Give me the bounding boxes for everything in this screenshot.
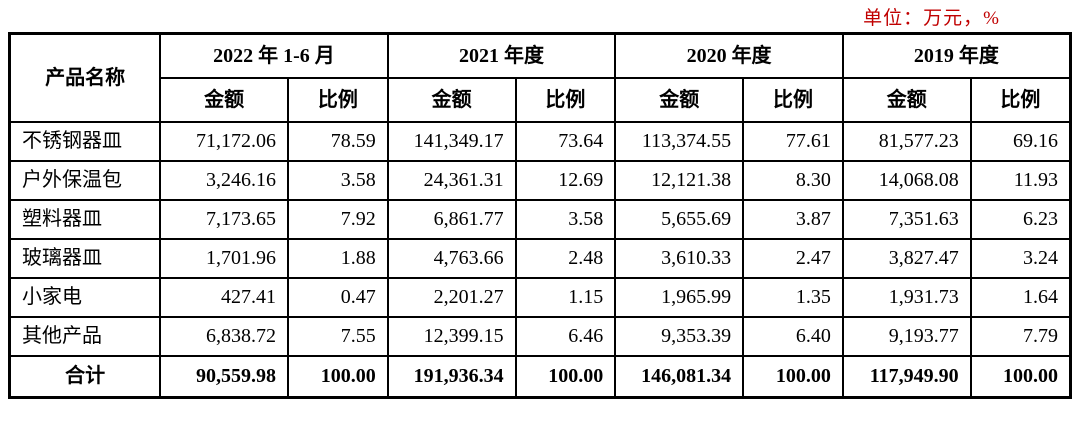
table-row: 其他产品 6,838.72 7.55 12,399.15 6.46 9,353.… (8, 315, 1072, 357)
column-header-amount: 金额 (159, 76, 289, 123)
product-name-cell: 其他产品 (8, 315, 162, 357)
ratio-cell: 1.88 (287, 237, 389, 279)
ratio-cell: 1.35 (742, 276, 844, 318)
ratio-cell: 12.69 (514, 159, 617, 201)
ratio-cell: 3.58 (514, 198, 617, 240)
column-header-amount: 金额 (614, 76, 745, 123)
ratio-cell: 3.24 (969, 237, 1072, 279)
amount-cell: 141,349.17 (386, 120, 517, 162)
ratio-cell: 100.00 (514, 354, 617, 399)
amount-cell: 6,861.77 (386, 198, 517, 240)
amount-cell: 5,655.69 (614, 198, 745, 240)
ratio-cell: 6.46 (514, 315, 617, 357)
ratio-cell: 100.00 (287, 354, 389, 399)
ratio-cell: 2.47 (742, 237, 844, 279)
ratio-cell: 6.23 (969, 198, 1072, 240)
column-header-period-2020: 2020 年度 (614, 32, 844, 79)
column-header-ratio: 比例 (287, 76, 389, 123)
product-name-cell: 塑料器皿 (8, 198, 162, 240)
amount-cell: 3,827.47 (841, 237, 972, 279)
total-label-cell: 合计 (8, 354, 162, 399)
amount-cell: 1,965.99 (614, 276, 745, 318)
unit-note: 单位：万元，% (863, 8, 1000, 29)
table-row: 塑料器皿 7,173.65 7.92 6,861.77 3.58 5,655.6… (8, 198, 1072, 240)
ratio-cell: 8.30 (742, 159, 844, 201)
column-header-amount: 金额 (841, 76, 972, 123)
product-name-cell: 户外保温包 (8, 159, 162, 201)
ratio-cell: 2.48 (514, 237, 617, 279)
table-row-total: 合计 90,559.98 100.00 191,936.34 100.00 14… (8, 354, 1072, 399)
amount-cell: 1,931.73 (841, 276, 972, 318)
product-name-cell: 小家电 (8, 276, 162, 318)
table-row: 玻璃器皿 1,701.96 1.88 4,763.66 2.48 3,610.3… (8, 237, 1072, 279)
ratio-cell: 1.15 (514, 276, 617, 318)
ratio-cell: 73.64 (514, 120, 617, 162)
amount-cell: 7,351.63 (841, 198, 972, 240)
ratio-cell: 3.58 (287, 159, 389, 201)
ratio-cell: 7.55 (287, 315, 389, 357)
amount-cell: 9,353.39 (614, 315, 745, 357)
ratio-cell: 7.92 (287, 198, 389, 240)
amount-cell: 7,173.65 (159, 198, 289, 240)
column-header-ratio: 比例 (742, 76, 844, 123)
column-header-amount: 金额 (386, 76, 517, 123)
table-row: 小家电 427.41 0.47 2,201.27 1.15 1,965.99 1… (8, 276, 1072, 318)
ratio-cell: 7.79 (969, 315, 1072, 357)
amount-cell: 427.41 (159, 276, 289, 318)
amount-cell: 81,577.23 (841, 120, 972, 162)
amount-cell: 113,374.55 (614, 120, 745, 162)
revenue-by-product-table: 产品名称 2022 年 1-6 月 2021 年度 2020 年度 2019 年… (8, 32, 1072, 399)
column-header-period-2022: 2022 年 1-6 月 (159, 32, 389, 79)
amount-cell: 191,936.34 (386, 354, 517, 399)
amount-cell: 3,246.16 (159, 159, 289, 201)
amount-cell: 1,701.96 (159, 237, 289, 279)
amount-cell: 2,201.27 (386, 276, 517, 318)
ratio-cell: 3.87 (742, 198, 844, 240)
table-row: 不锈钢器皿 71,172.06 78.59 141,349.17 73.64 1… (8, 120, 1072, 162)
header-row-periods: 产品名称 2022 年 1-6 月 2021 年度 2020 年度 2019 年… (8, 32, 1072, 123)
column-header-ratio: 比例 (514, 76, 617, 123)
ratio-cell: 100.00 (969, 354, 1072, 399)
amount-cell: 24,361.31 (386, 159, 517, 201)
product-name-cell: 不锈钢器皿 (8, 120, 162, 162)
amount-cell: 146,081.34 (614, 354, 745, 399)
ratio-cell: 69.16 (969, 120, 1072, 162)
ratio-cell: 78.59 (287, 120, 389, 162)
ratio-cell: 11.93 (969, 159, 1072, 201)
amount-cell: 4,763.66 (386, 237, 517, 279)
ratio-cell: 100.00 (742, 354, 844, 399)
column-header-period-2021: 2021 年度 (386, 32, 617, 79)
column-header-period-2019: 2019 年度 (841, 32, 1072, 79)
ratio-cell: 1.64 (969, 276, 1072, 318)
amount-cell: 3,610.33 (614, 237, 745, 279)
amount-cell: 117,949.90 (841, 354, 972, 399)
amount-cell: 12,121.38 (614, 159, 745, 201)
header-row-subcolumns: 金额 比例 金额 比例 金额 比例 金额 比例 (10, 76, 1072, 123)
column-header-product-name: 产品名称 (8, 32, 162, 123)
amount-cell: 12,399.15 (386, 315, 517, 357)
amount-cell: 9,193.77 (841, 315, 972, 357)
amount-cell: 6,838.72 (159, 315, 289, 357)
ratio-cell: 77.61 (742, 120, 844, 162)
table-row: 户外保温包 3,246.16 3.58 24,361.31 12.69 12,1… (8, 159, 1072, 201)
amount-cell: 14,068.08 (841, 159, 972, 201)
ratio-cell: 0.47 (287, 276, 389, 318)
ratio-cell: 6.40 (742, 315, 844, 357)
product-name-cell: 玻璃器皿 (8, 237, 162, 279)
amount-cell: 90,559.98 (159, 354, 289, 399)
column-header-ratio: 比例 (969, 76, 1072, 123)
amount-cell: 71,172.06 (159, 120, 289, 162)
